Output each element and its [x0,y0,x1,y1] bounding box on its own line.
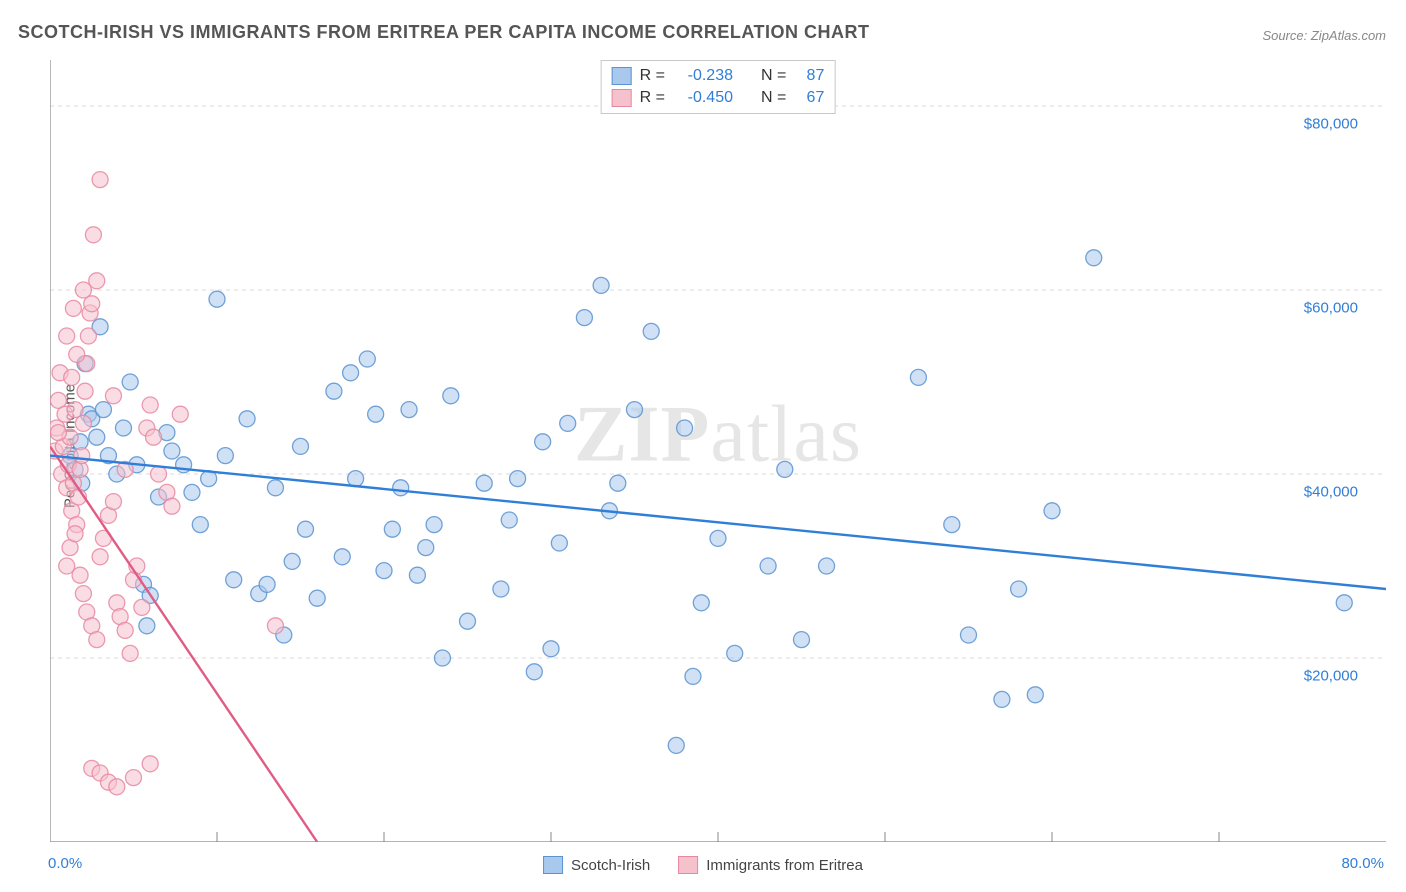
legend-label: Scotch-Irish [571,857,650,874]
legend-swatch [543,856,563,874]
n-value: 67 [794,89,824,107]
r-label: R = [640,89,665,107]
n-label: N = [761,89,786,107]
legend-swatch [612,89,632,107]
r-value: -0.238 [673,67,733,85]
legend-swatch [612,67,632,85]
y-tick-label: $80,000 [1304,116,1358,133]
y-tick-label: $40,000 [1304,484,1358,501]
n-label: N = [761,67,786,85]
source-attribution: Source: ZipAtlas.com [1262,28,1386,43]
legend-label: Immigrants from Eritrea [706,857,863,874]
x-axis-min-label: 0.0% [48,855,82,872]
stats-row: R = -0.238 N = 87 [612,65,825,87]
r-value: -0.450 [673,89,733,107]
bottom-legend: Scotch-Irish Immigrants from Eritrea [543,856,863,874]
scatter-plot [50,60,1386,842]
stats-legend: R = -0.238 N = 87 R = -0.450 N = 67 [601,60,836,114]
legend-item: Scotch-Irish [543,856,650,874]
stats-row: R = -0.450 N = 67 [612,87,825,109]
n-value: 87 [794,67,824,85]
legend-swatch [678,856,698,874]
chart-area: ZIPatlas R =-0.238N =87R =-0.450N =67 $2… [50,60,1386,842]
x-axis-max-label: 80.0% [1341,855,1384,872]
chart-title: SCOTCH-IRISH VS IMMIGRANTS FROM ERITREA … [18,22,870,43]
r-label: R = [640,67,665,85]
y-tick-label: $60,000 [1304,300,1358,317]
legend-item: Immigrants from Eritrea [678,856,863,874]
y-tick-label: $20,000 [1304,668,1358,685]
